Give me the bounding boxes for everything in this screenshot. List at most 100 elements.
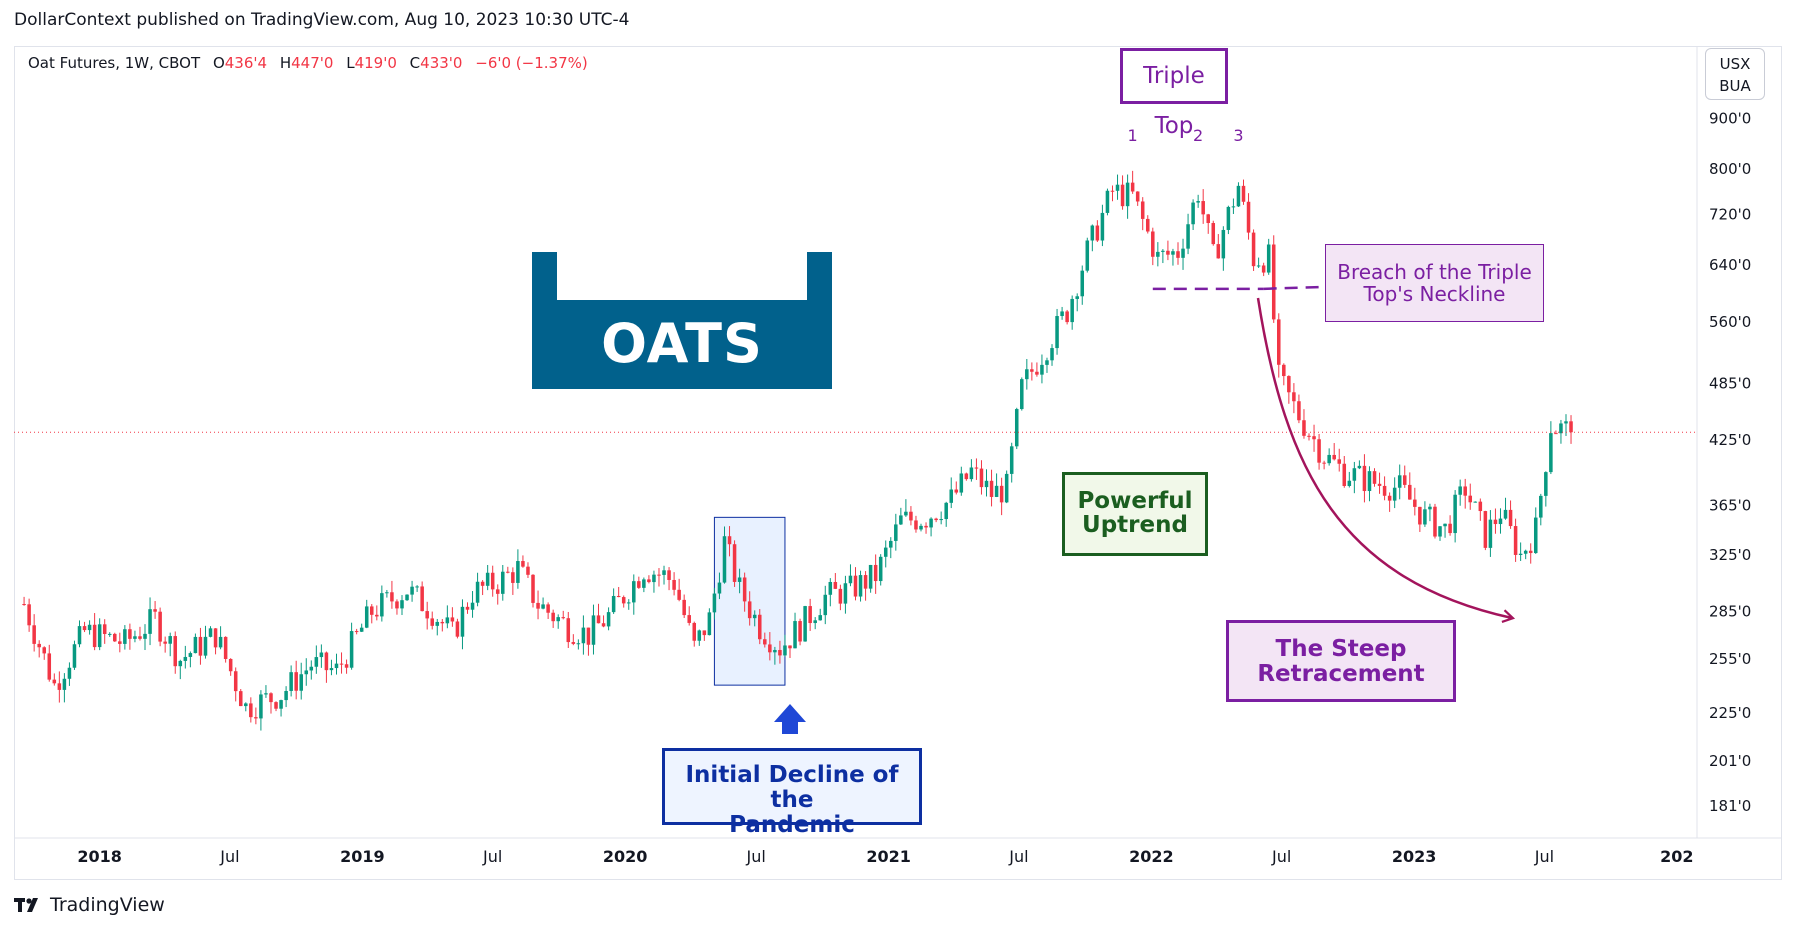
candle-body	[1004, 473, 1009, 503]
candle-body	[803, 606, 807, 642]
candle	[148, 597, 152, 646]
candle-body	[1282, 364, 1286, 377]
oats-title: OATS	[601, 312, 763, 375]
candle-body	[1226, 206, 1231, 230]
candle-body	[768, 644, 772, 653]
candle-body	[1125, 182, 1130, 207]
candle-body	[682, 599, 686, 616]
candle	[899, 507, 903, 525]
candle	[319, 644, 324, 668]
candle-body	[581, 627, 586, 644]
candle-body	[596, 615, 601, 624]
candle-body	[1040, 364, 1044, 375]
candle	[722, 526, 727, 584]
candle-body	[52, 679, 57, 684]
candle	[531, 574, 535, 608]
candle-body	[878, 556, 883, 582]
candle	[878, 554, 883, 586]
candle-body	[919, 525, 923, 530]
candle	[1085, 237, 1090, 273]
candle	[228, 658, 233, 676]
candle-body	[27, 604, 31, 626]
candle	[279, 699, 283, 717]
candle	[586, 627, 591, 656]
candle	[1488, 510, 1493, 557]
neckline-connector	[1263, 285, 1326, 291]
candle	[480, 580, 485, 596]
candle-body	[858, 575, 863, 597]
chart-frame[interactable]	[14, 46, 1782, 880]
y-axis[interactable]: 181'0 201'0 225'0 255'0 285'0 325'0 365'0 425'0…	[1696, 47, 1751, 838]
candle-body	[450, 617, 455, 622]
y-tick-label: 181'0	[1709, 797, 1751, 815]
candle	[57, 671, 62, 703]
candle	[339, 652, 344, 674]
candle-body	[183, 656, 188, 661]
candle-body	[244, 703, 248, 707]
candle-body	[1377, 483, 1382, 486]
candle	[1413, 487, 1417, 516]
candle-body	[344, 664, 349, 668]
candle	[1014, 407, 1019, 450]
candle	[1544, 471, 1548, 507]
candle	[546, 602, 550, 619]
candle	[203, 625, 208, 659]
candle-body	[531, 574, 535, 603]
candle	[1322, 460, 1326, 470]
candle-body	[1302, 420, 1306, 436]
candle	[939, 511, 943, 525]
candle-body	[259, 694, 263, 719]
candle	[62, 673, 67, 703]
candle	[773, 646, 777, 665]
candle	[1256, 257, 1261, 268]
candle-body	[616, 595, 621, 598]
candle	[1408, 472, 1412, 500]
candle	[274, 701, 278, 712]
candle	[1377, 472, 1382, 494]
candle	[838, 584, 843, 611]
pandemic-decline-label: Initial Decline of the Pandemic	[662, 748, 922, 838]
candle-body	[1025, 369, 1029, 380]
candle	[188, 651, 193, 668]
candle	[1110, 185, 1115, 202]
candle	[1513, 518, 1518, 562]
candle	[863, 571, 868, 601]
up-arrow-icon	[774, 704, 806, 734]
candle	[1201, 189, 1205, 224]
candle	[914, 515, 918, 533]
candle	[198, 627, 203, 665]
currency-unit-button[interactable]: USX BUA	[1705, 48, 1765, 100]
candle	[1196, 194, 1200, 208]
candle	[788, 645, 792, 659]
candle	[1473, 501, 1478, 503]
candle	[672, 572, 676, 596]
candle	[455, 618, 460, 639]
candle	[828, 578, 833, 607]
candle	[400, 595, 404, 616]
retracement-line-2: Retracement	[1257, 661, 1425, 687]
candle-body	[934, 518, 938, 521]
candle-body	[662, 570, 666, 575]
candle-body	[1020, 379, 1024, 410]
candle	[1554, 430, 1558, 435]
uptrend-line-1: Powerful	[1077, 488, 1193, 514]
candle-body	[637, 581, 641, 588]
candle	[747, 591, 752, 626]
x-tick-label: 2018	[77, 847, 122, 866]
candle	[354, 628, 359, 635]
x-axis[interactable]: 2018 Jul 2019 Jul 2020 Jul 2021 Jul 2022 Jul 2023 J…	[14, 837, 1781, 866]
tradingview-footer[interactable]: TradingView	[14, 894, 165, 916]
candle	[223, 636, 228, 663]
candle-body	[329, 668, 334, 671]
candle-body	[702, 630, 707, 636]
candle	[1277, 313, 1281, 378]
candle	[1145, 215, 1150, 234]
candle	[37, 640, 41, 658]
candle-body	[138, 636, 142, 639]
candle-body	[32, 625, 36, 644]
candle	[178, 659, 183, 680]
candle	[929, 517, 933, 537]
candle-body	[1533, 517, 1538, 554]
retracement-arrow	[1256, 297, 1516, 623]
